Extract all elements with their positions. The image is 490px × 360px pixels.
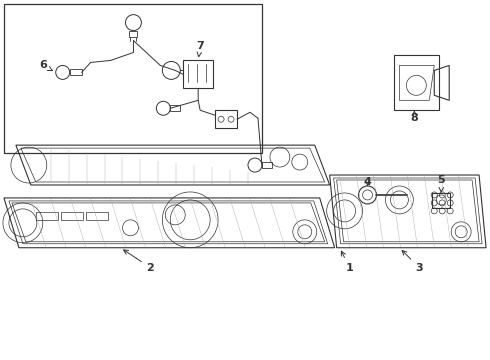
Text: 8: 8 <box>411 111 418 123</box>
Text: 6: 6 <box>39 60 52 71</box>
Bar <box>171 105 180 111</box>
Text: 2: 2 <box>123 250 154 273</box>
Bar <box>36 212 58 220</box>
Bar <box>4 4 262 153</box>
Text: 4: 4 <box>364 177 371 187</box>
Text: 7: 7 <box>196 41 204 57</box>
Bar <box>61 212 83 220</box>
Bar <box>70 69 82 75</box>
Bar <box>86 212 107 220</box>
Text: 3: 3 <box>402 251 423 273</box>
Text: 5: 5 <box>438 175 445 192</box>
Bar <box>262 162 272 168</box>
Bar <box>129 31 137 37</box>
Text: 1: 1 <box>342 251 353 273</box>
